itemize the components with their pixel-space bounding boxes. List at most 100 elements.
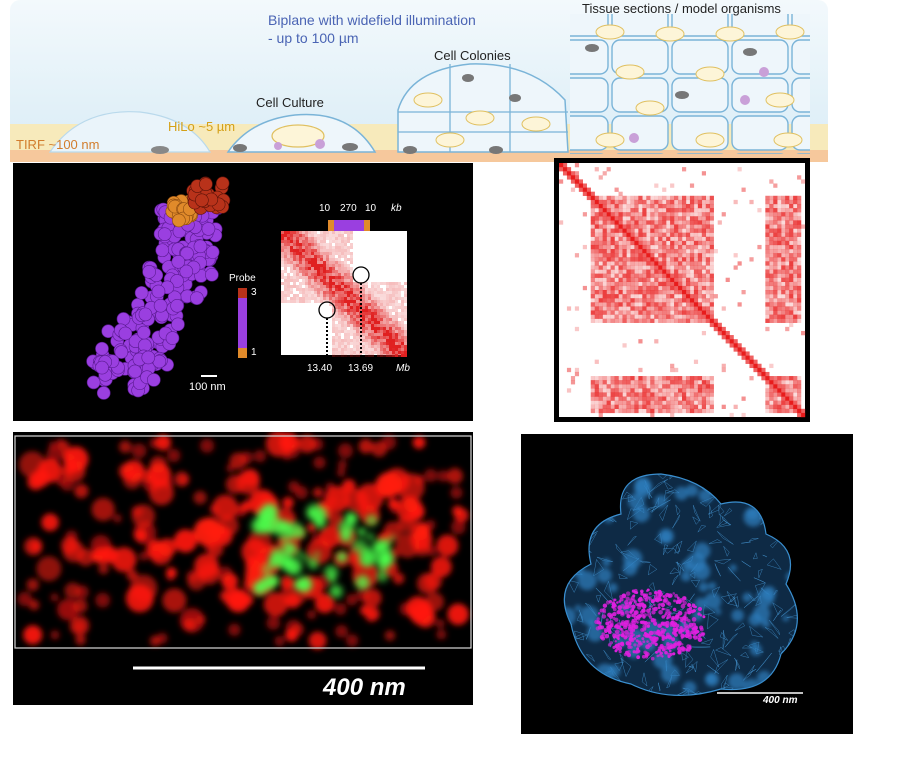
matrix-cell bbox=[610, 244, 615, 250]
matrix-cell bbox=[610, 400, 615, 405]
magenta-dot bbox=[633, 599, 636, 602]
red-spot bbox=[58, 440, 70, 453]
matrix-cell bbox=[618, 249, 623, 254]
magenta-dot bbox=[653, 637, 657, 640]
hic-pixel bbox=[350, 246, 353, 249]
matrix-cell bbox=[682, 310, 687, 315]
matrix-cell bbox=[590, 392, 595, 397]
hic-pixel bbox=[302, 252, 305, 255]
hic-pixel bbox=[389, 333, 392, 336]
matrix-cell bbox=[614, 318, 619, 323]
matrix-cell bbox=[670, 240, 675, 246]
hic-pixel bbox=[380, 342, 383, 345]
matrix-cell bbox=[765, 216, 770, 221]
magenta-dot bbox=[655, 650, 658, 654]
matrix-cell bbox=[670, 318, 675, 323]
matrix-cell bbox=[634, 220, 639, 225]
matrix-cell bbox=[682, 167, 687, 172]
hic-pixel bbox=[392, 309, 395, 312]
hic-pixel bbox=[308, 267, 311, 270]
matrix-cell bbox=[594, 273, 599, 278]
matrix-cell bbox=[602, 376, 607, 381]
hic-pixel bbox=[353, 324, 356, 327]
mesh-triangle bbox=[681, 698, 689, 699]
matrix-cell bbox=[590, 408, 595, 414]
hic-pixel bbox=[323, 237, 326, 240]
matrix-cell bbox=[666, 408, 671, 414]
matrix-cell bbox=[674, 376, 679, 381]
hic-pixel bbox=[335, 273, 338, 276]
matrix-cell bbox=[622, 281, 627, 287]
matrix-cell bbox=[606, 212, 611, 217]
matrix-cell bbox=[689, 216, 695, 221]
hic-pixel bbox=[317, 270, 320, 273]
magenta-dot bbox=[631, 613, 636, 618]
magenta-dot bbox=[627, 650, 631, 654]
matrix-cell bbox=[614, 265, 619, 270]
hic-pixel bbox=[341, 300, 344, 303]
matrix-cell bbox=[614, 273, 619, 278]
matrix-cell bbox=[630, 195, 635, 201]
matrix-cell bbox=[662, 265, 667, 270]
red-spot bbox=[36, 556, 62, 582]
hic-pixel bbox=[326, 297, 329, 300]
matrix-cell bbox=[785, 273, 790, 278]
matrix-cell bbox=[689, 408, 695, 414]
hic-pixel bbox=[344, 252, 347, 255]
mesh-triangle bbox=[780, 474, 784, 483]
magenta-dot bbox=[659, 598, 663, 602]
matrix-cell bbox=[701, 281, 707, 287]
red-spot bbox=[27, 473, 44, 491]
matrix-cell bbox=[622, 253, 627, 258]
hic-pixel bbox=[374, 294, 377, 297]
matrix-cell bbox=[622, 228, 627, 233]
matrix-cell bbox=[626, 400, 631, 405]
matrix-cell bbox=[626, 318, 631, 323]
hic-pixel bbox=[371, 333, 374, 336]
hic-pixel bbox=[359, 333, 362, 336]
matrix-cell bbox=[678, 396, 683, 401]
hic-pixel bbox=[362, 330, 365, 333]
matrix-cell bbox=[765, 380, 770, 385]
matrix-cell bbox=[674, 232, 679, 237]
matrix-cell bbox=[598, 203, 603, 209]
matrix-cell bbox=[733, 265, 738, 270]
matrix-cell bbox=[769, 290, 774, 295]
matrix-cell bbox=[606, 285, 611, 291]
hic-pixel bbox=[365, 309, 368, 312]
matrix-cell bbox=[662, 187, 667, 192]
hic-pixel bbox=[311, 258, 314, 261]
hic-pixel bbox=[293, 297, 296, 300]
hic-pixel bbox=[305, 231, 308, 234]
matrix-cell bbox=[662, 257, 667, 262]
matrix-cell bbox=[682, 249, 687, 254]
magenta-dot bbox=[657, 606, 661, 610]
hic-pixel bbox=[311, 249, 314, 252]
matrix-cell bbox=[674, 367, 679, 373]
magenta-dot bbox=[658, 602, 662, 606]
red-spot bbox=[312, 487, 324, 498]
matrix-cell bbox=[737, 261, 742, 266]
matrix-cell bbox=[602, 244, 607, 250]
contact-matrix-panel bbox=[554, 158, 810, 422]
matrix-cell bbox=[650, 228, 655, 233]
hic-pixel bbox=[347, 354, 350, 357]
hic-pixel bbox=[335, 351, 338, 354]
matrix-cell bbox=[594, 253, 599, 258]
hic-pixel bbox=[299, 300, 302, 303]
hic-pixel bbox=[305, 243, 308, 246]
matrix-cell bbox=[709, 261, 714, 266]
matrix-cell bbox=[578, 187, 584, 192]
hic-pixel bbox=[344, 237, 347, 240]
matrix-cell bbox=[721, 330, 726, 336]
hic-pixel bbox=[365, 318, 368, 321]
sphere bbox=[153, 298, 168, 313]
matrix-cell bbox=[678, 228, 683, 233]
matrix-cell bbox=[606, 376, 611, 381]
magenta-dot bbox=[624, 630, 629, 635]
matrix-cell bbox=[610, 380, 615, 385]
matrix-cell bbox=[725, 339, 730, 344]
matrix-cell bbox=[773, 298, 778, 303]
hic-pixel bbox=[299, 240, 302, 243]
matrix-cell bbox=[598, 412, 603, 418]
